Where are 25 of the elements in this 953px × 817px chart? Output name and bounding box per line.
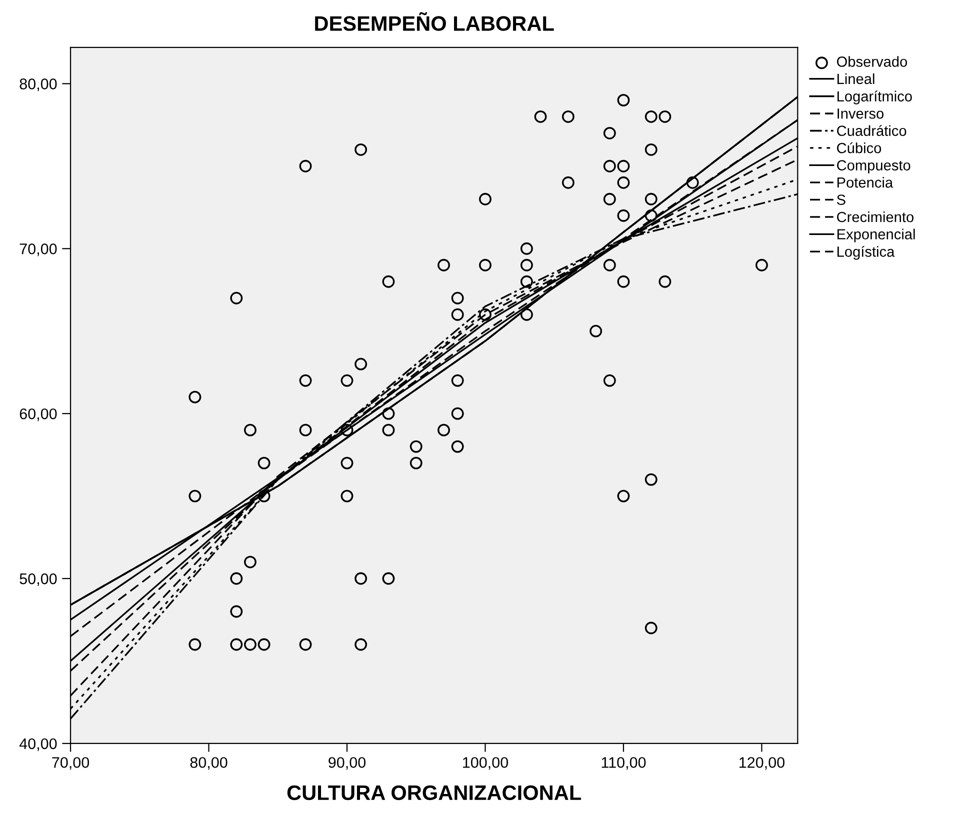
- y-tick-label: 80,00: [20, 78, 57, 92]
- x-tick-label: 100,00: [463, 757, 508, 770]
- legend-label: Lineal: [837, 73, 874, 84]
- legend-label: Potencia: [837, 176, 894, 188]
- y-tick-label: 50,00: [20, 573, 57, 586]
- chart-title: DESEMPEÑO LABORAL: [315, 12, 554, 31]
- x-tick-label: 80,00: [190, 757, 228, 770]
- y-tick-label: 70,00: [20, 243, 57, 256]
- x-tick-label: 110,00: [602, 757, 646, 770]
- legend-label: Crecimiento: [837, 211, 914, 222]
- legend-label: Exponencial: [837, 228, 915, 242]
- x-tick-label: 120,00: [740, 757, 784, 770]
- legend-label: Inverso: [838, 108, 884, 119]
- legend-label: Logística: [837, 246, 895, 260]
- legend-label: S: [836, 194, 846, 205]
- y-tick-label: 40,00: [19, 738, 57, 751]
- legend-label: Observado: [836, 56, 908, 67]
- x-tick-label: 70,00: [52, 757, 90, 770]
- x-axis-title: CULTURA ORGANIZACIONAL: [287, 785, 582, 800]
- legend-label: Cuadrático: [837, 125, 906, 136]
- y-tick-label: 60,00: [20, 408, 57, 422]
- legend-label: Compuesto: [837, 160, 910, 174]
- x-tick-label: 90,00: [328, 757, 366, 770]
- legend-label: Logarítmico: [837, 90, 912, 104]
- legend-label: Cúbico: [837, 142, 882, 154]
